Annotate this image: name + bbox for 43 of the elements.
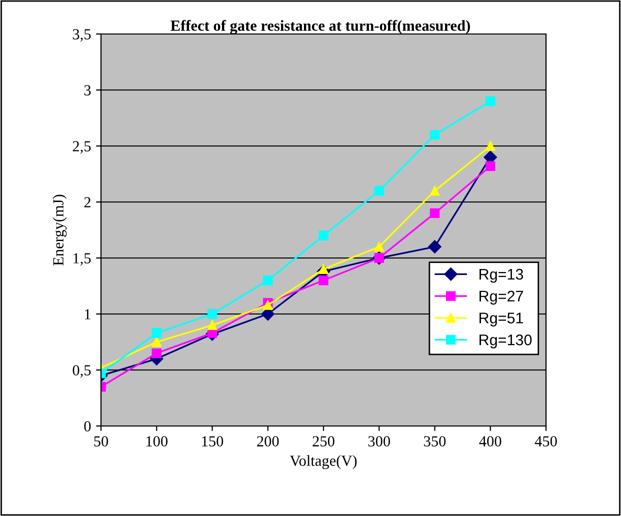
legend-label: Rg=130 [480, 334, 532, 348]
point [318, 230, 328, 240]
point [430, 130, 440, 140]
y-tick-label: 0 [84, 421, 91, 432]
point [152, 328, 162, 338]
point [152, 348, 162, 358]
point [263, 276, 273, 286]
x-tick-label: 300 [368, 436, 390, 446]
point [486, 96, 496, 106]
point [374, 242, 384, 252]
x-tick-label: 250 [312, 436, 334, 446]
y-tick-label: 0,5 [72, 365, 91, 378]
point [207, 320, 218, 330]
legend-label: Rg=13 [480, 268, 524, 283]
x-tick-label: 200 [257, 436, 279, 446]
point [152, 337, 162, 347]
x-tick-label: 450 [534, 436, 557, 446]
legend-label: Rg=51 [480, 312, 524, 326]
point [486, 141, 496, 151]
y-tick-label: 1 [84, 309, 90, 320]
point [207, 309, 218, 319]
chart-title: Effect of gate resistance at turn-off(measured) [170, 20, 470, 34]
point [486, 161, 496, 172]
x-tick-label: 100 [146, 436, 168, 446]
x-tick-label: 350 [424, 436, 446, 446]
point [430, 186, 440, 196]
point [430, 208, 440, 218]
x-tick-label: 400 [479, 436, 502, 446]
legend-label: Rg=27 [480, 290, 523, 305]
y-tick-label: 2 [84, 197, 90, 208]
x-axis-title: Voltage(V) [290, 455, 357, 470]
point [374, 186, 384, 196]
y-tick-label: 3,5 [72, 29, 91, 42]
point [318, 264, 328, 274]
y-tick-label: 2,5 [72, 141, 91, 154]
y-axis-title: Energy(mJ) [52, 194, 67, 266]
y-tick-label: 1,5 [74, 253, 91, 266]
y-tick-label: 3 [84, 85, 91, 96]
x-tick-label: 50 [94, 436, 108, 446]
point [263, 300, 273, 310]
x-tick-label: 150 [202, 436, 224, 446]
point [428, 240, 442, 254]
point [318, 276, 328, 286]
